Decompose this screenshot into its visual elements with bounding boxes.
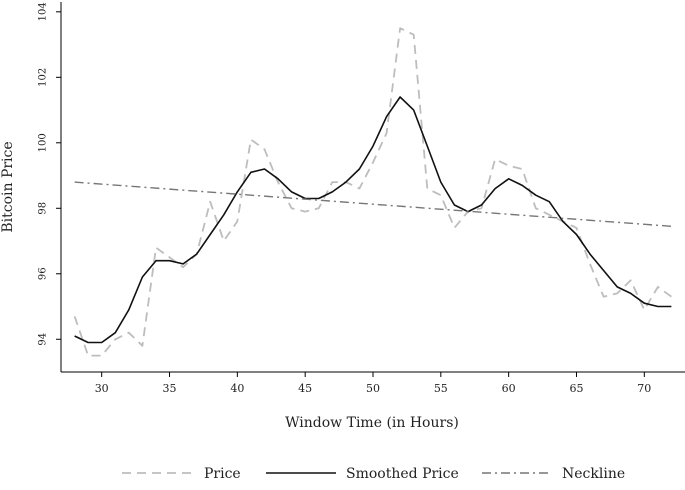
x-tick-label: 65 (569, 382, 583, 395)
series-line-price (75, 28, 672, 355)
y-tick-label: 98 (38, 202, 49, 215)
series-line-neckline (75, 182, 672, 226)
axes: 30 35 40 45 50 55 60 65 70 94 96 98 100 102 104 (38, 2, 685, 395)
series-lines (75, 28, 672, 355)
y-tick-label: 102 (38, 68, 49, 87)
y-tick-label: 100 (38, 133, 49, 152)
x-tick-label: 40 (230, 382, 244, 395)
y-tick-label: 104 (38, 2, 49, 21)
legend-label-neckline: Neckline (562, 466, 625, 482)
y-tick-label: 94 (38, 333, 49, 346)
x-tick-label: 30 (95, 382, 109, 395)
x-axis-title: Window Time (in Hours) (285, 415, 459, 431)
y-tick-label: 96 (38, 267, 49, 280)
x-tick-label: 70 (637, 382, 651, 395)
x-tick-label: 55 (434, 382, 448, 395)
y-axis-title: Bitcoin Price (0, 141, 16, 232)
x-tick-label: 50 (366, 382, 380, 395)
x-tick-label: 45 (298, 382, 312, 395)
x-tick-label: 60 (502, 382, 516, 395)
x-tick-label: 35 (163, 382, 177, 395)
legend: Price Smoothed Price Neckline (122, 466, 625, 482)
legend-label-smoothed-price: Smoothed Price (346, 466, 459, 482)
legend-label-price: Price (204, 466, 241, 482)
